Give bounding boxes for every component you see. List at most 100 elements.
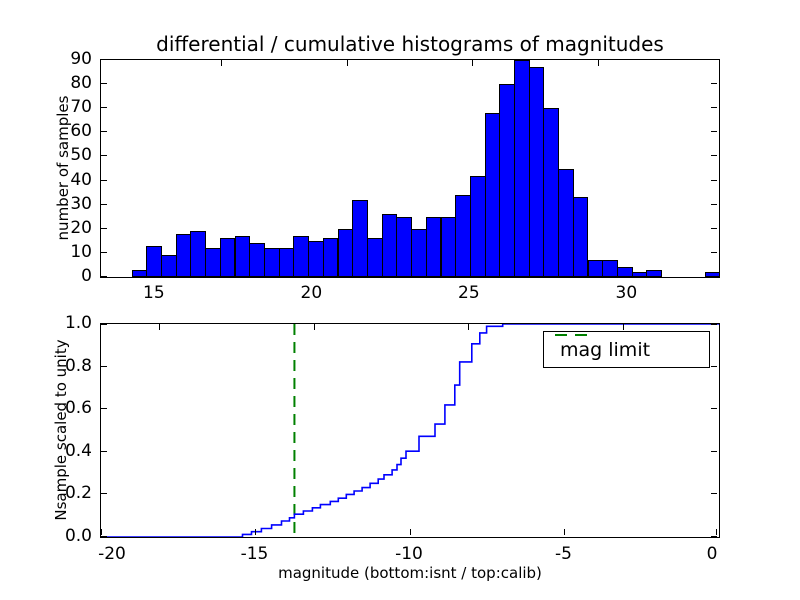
histogram-bar <box>587 260 604 277</box>
x-tick-mark <box>101 529 102 535</box>
y-tick-mark <box>101 536 107 537</box>
tick-label: 0.4 <box>64 440 92 461</box>
histogram-bar <box>617 267 633 277</box>
histogram-bar <box>572 197 589 277</box>
histogram-bar <box>337 228 354 277</box>
histogram-bar <box>308 240 324 277</box>
histogram-bar <box>131 269 148 277</box>
histogram-bar <box>543 108 560 277</box>
legend-dashed-line-icon <box>555 334 593 336</box>
x-tick-mark <box>716 529 717 535</box>
y-tick-mark <box>101 203 107 205</box>
histogram-bar <box>352 199 368 277</box>
histogram-bar <box>249 243 265 277</box>
histogram-bar <box>381 214 398 277</box>
tick-label: 70 <box>70 97 92 118</box>
tick-label: 0.6 <box>64 398 92 419</box>
y-tick-mark <box>101 450 107 452</box>
y-tick-mark <box>101 324 107 325</box>
y-tick-mark <box>711 179 717 181</box>
xlabel: magnitude (bottom:isnt / top:calib) <box>278 564 542 582</box>
tick-label: 0 <box>706 544 718 564</box>
y-tick-mark <box>711 324 717 325</box>
y-tick-mark <box>711 493 717 495</box>
histogram-bar <box>146 245 162 277</box>
histogram-bar <box>514 60 530 277</box>
y-tick-mark <box>711 107 717 109</box>
histogram-bar <box>411 228 427 277</box>
tick-label: 20 <box>70 217 92 238</box>
histogram-bar <box>646 269 663 277</box>
tick-label: 90 <box>70 49 92 69</box>
y-tick-mark <box>101 276 107 277</box>
tick-label: -5 <box>555 544 572 564</box>
legend-label: mag limit <box>560 338 651 361</box>
y-tick-mark <box>711 536 717 537</box>
tick-label: 0.8 <box>64 355 92 376</box>
histogram-bar <box>499 84 515 277</box>
histogram-bar <box>322 238 339 277</box>
histogram-bar <box>234 236 251 277</box>
histogram-bar <box>278 248 295 277</box>
histogram-bar <box>440 216 457 277</box>
twin-top-tick-mark <box>346 60 348 66</box>
histogram-bar <box>396 216 412 277</box>
twin-top-tick-mark <box>472 60 474 66</box>
y-tick-mark <box>101 59 107 60</box>
y-tick-mark <box>711 155 717 157</box>
twin-top-tick-mark <box>313 324 315 330</box>
y-tick-mark <box>101 365 107 367</box>
histogram-bar <box>190 231 207 277</box>
histogram-bar <box>602 260 618 277</box>
y-tick-mark <box>711 408 717 410</box>
histogram-bar <box>175 233 192 277</box>
y-tick-mark <box>711 450 717 452</box>
histogram-bar <box>528 67 545 277</box>
tick-label: 10 <box>70 241 92 262</box>
tick-label: 20 <box>300 283 323 303</box>
histogram-bar <box>455 195 471 277</box>
figure-title: differential / cumulative histograms of … <box>156 32 664 56</box>
tick-label: 0.0 <box>64 526 92 546</box>
top-axes <box>100 59 720 278</box>
y-tick-mark <box>711 251 717 253</box>
x-tick-mark <box>409 529 411 535</box>
histogram-bar <box>558 168 574 277</box>
histogram-bar <box>366 238 383 277</box>
histogram-bar <box>161 255 177 277</box>
tick-label: 0 <box>81 266 92 286</box>
histogram-bar <box>219 238 236 277</box>
histogram-bar <box>205 248 221 277</box>
twin-top-tick-mark <box>220 60 222 66</box>
tick-label: 1.0 <box>64 313 92 333</box>
histogram-bar <box>263 248 280 277</box>
histogram-bar <box>484 113 501 277</box>
twin-top-tick-mark <box>159 324 161 330</box>
y-tick-mark <box>101 107 107 109</box>
histogram-bar <box>469 175 486 277</box>
tick-label: 25 <box>458 283 480 303</box>
histogram-bar <box>425 216 442 277</box>
tick-label: 0.2 <box>64 483 92 504</box>
y-tick-mark <box>101 179 107 181</box>
y-tick-mark <box>711 203 717 205</box>
histogram-bar <box>705 272 719 277</box>
cumulative-curve <box>101 324 719 537</box>
y-tick-mark <box>101 155 107 157</box>
tick-label: 30 <box>615 283 638 303</box>
y-tick-mark <box>101 83 107 85</box>
tick-label: 80 <box>70 73 92 94</box>
x-tick-mark <box>255 529 256 535</box>
y-tick-mark <box>711 131 717 133</box>
tick-label: -20 <box>98 544 126 564</box>
tick-label: -15 <box>240 544 269 564</box>
y-tick-mark <box>711 59 717 60</box>
twin-top-tick-mark <box>598 60 600 66</box>
y-tick-mark <box>101 408 107 410</box>
tick-label: 30 <box>70 193 92 214</box>
tick-label: 50 <box>70 145 92 166</box>
y-tick-mark <box>711 365 717 367</box>
y-tick-mark <box>711 227 717 229</box>
tick-label: 15 <box>143 283 165 303</box>
